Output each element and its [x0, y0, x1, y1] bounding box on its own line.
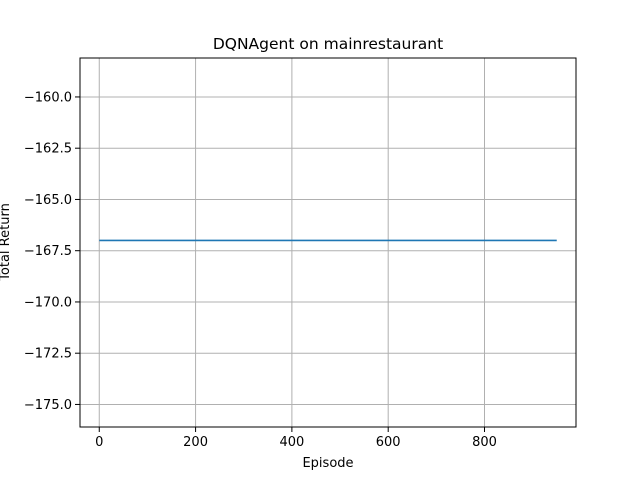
y-axis-ticks: −160.0 −162.5 −165.0 −167.5 −170.0 −172.5 −175… — [24, 90, 80, 413]
x-tick-label: 600 — [376, 435, 401, 450]
y-grid-lines — [80, 96, 576, 405]
x-tick-label: 400 — [279, 435, 304, 450]
plot-area-frame — [79, 57, 577, 428]
y-tick-label: −160.0 — [24, 90, 72, 105]
x-axis-label: Episode — [302, 456, 353, 471]
y-axis-label: Total Return — [0, 203, 13, 282]
x-tick-label: 200 — [183, 435, 208, 450]
x-tick-label: 0 — [95, 435, 103, 450]
y-tick-label: −162.5 — [24, 142, 72, 157]
x-axis-ticks: 0 200 400 600 800 — [95, 427, 497, 450]
y-tick-label: −165.0 — [24, 193, 72, 208]
y-tick-label: −167.5 — [24, 244, 72, 259]
x-tick-label: 800 — [472, 435, 497, 450]
x-grid-lines — [98, 58, 486, 427]
y-tick-label: −172.5 — [24, 347, 72, 362]
chart-title: DQNAgent on mainrestaurant — [213, 35, 443, 53]
y-tick-label: −175.0 — [24, 398, 72, 413]
y-tick-label: −170.0 — [24, 295, 72, 310]
